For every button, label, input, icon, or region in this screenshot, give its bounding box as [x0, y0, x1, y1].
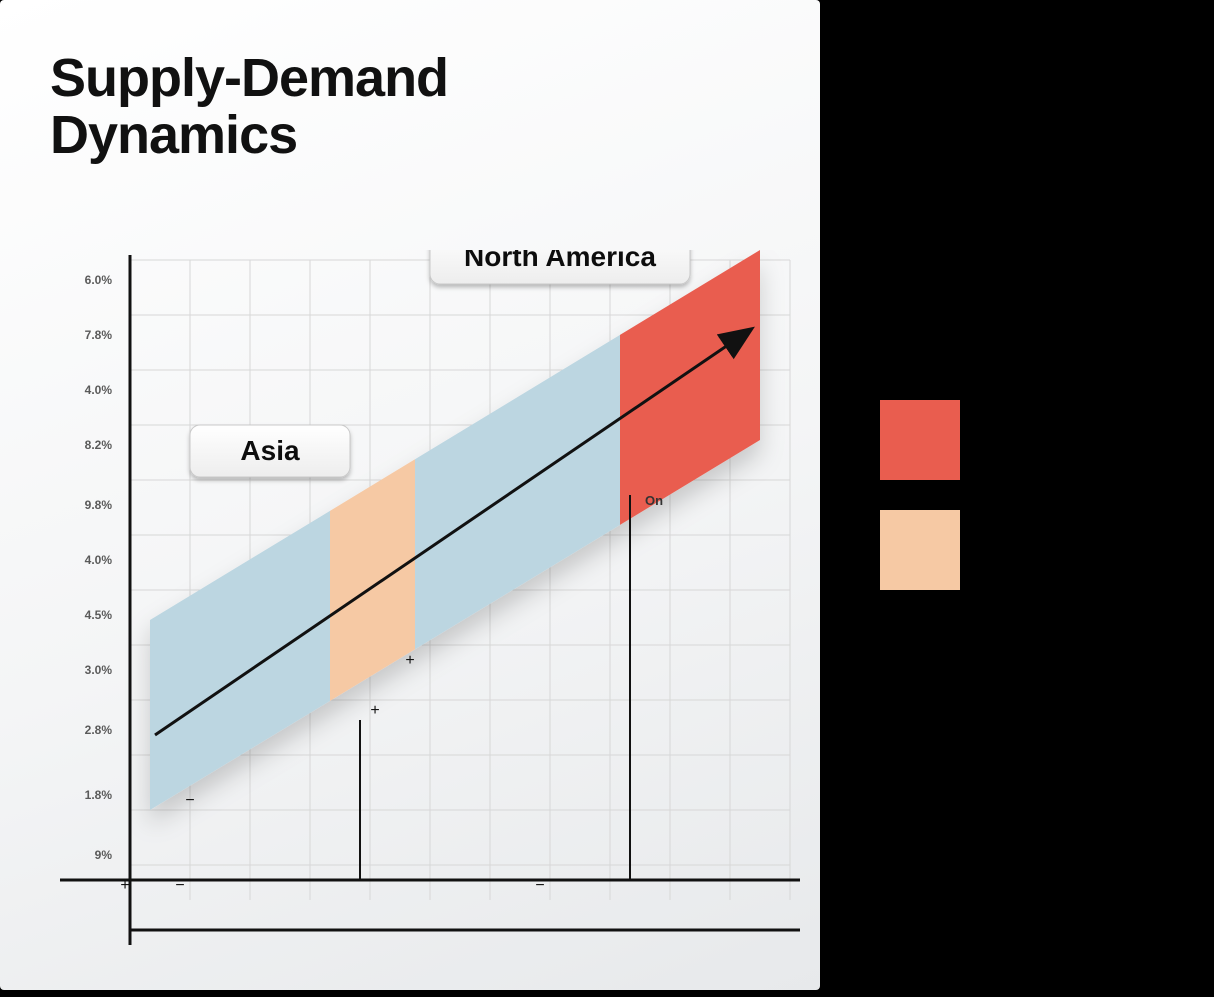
chart: 6.0% 7.8% 4.0% 8.2% 9.8% 4.0% 4.5% 3.0% 2.8% 1.8%… [60, 250, 800, 970]
region-callout-label: North America [464, 250, 656, 272]
legend [880, 400, 960, 620]
y-tick-label: 7.8% [85, 328, 113, 342]
marker-glyph: + [120, 877, 129, 894]
legend-swatch-1 [880, 400, 960, 480]
y-tick-label: 2.8% [85, 723, 113, 737]
region-callout-asia: Asia [190, 425, 350, 477]
band-segment [150, 511, 330, 810]
band-segment [415, 335, 620, 649]
y-tick-label: 3.0% [85, 663, 113, 677]
y-tick-label: 6.0% [85, 273, 113, 287]
marker-glyph: + [405, 652, 414, 669]
y-tick-label: 4.0% [85, 383, 113, 397]
chart-panel: Supply-Demand Dynamics [0, 0, 820, 990]
marker-glyph: − [175, 877, 184, 894]
y-tick-label: 8.2% [85, 438, 113, 452]
y-tick-label: 9% [95, 848, 113, 862]
region-callout-na: North America [430, 250, 690, 284]
axis-note-on: On [645, 493, 663, 508]
band-segment [620, 250, 760, 525]
marker-glyph: − [185, 792, 194, 809]
trend-arrow [155, 330, 750, 735]
band-segment [330, 459, 415, 701]
chart-title: Supply-Demand Dynamics [50, 50, 448, 163]
y-tick-label: 4.5% [85, 608, 113, 622]
y-tick-label: 9.8% [85, 498, 113, 512]
y-tick-label: 1.8% [85, 788, 113, 802]
marker-glyph: − [535, 877, 544, 894]
y-tick-label: 4.0% [85, 553, 113, 567]
region-callout-label: Asia [240, 435, 300, 466]
marker-glyph: + [370, 702, 379, 719]
stage: Supply-Demand Dynamics [0, 0, 1214, 997]
legend-swatch-2 [880, 510, 960, 590]
